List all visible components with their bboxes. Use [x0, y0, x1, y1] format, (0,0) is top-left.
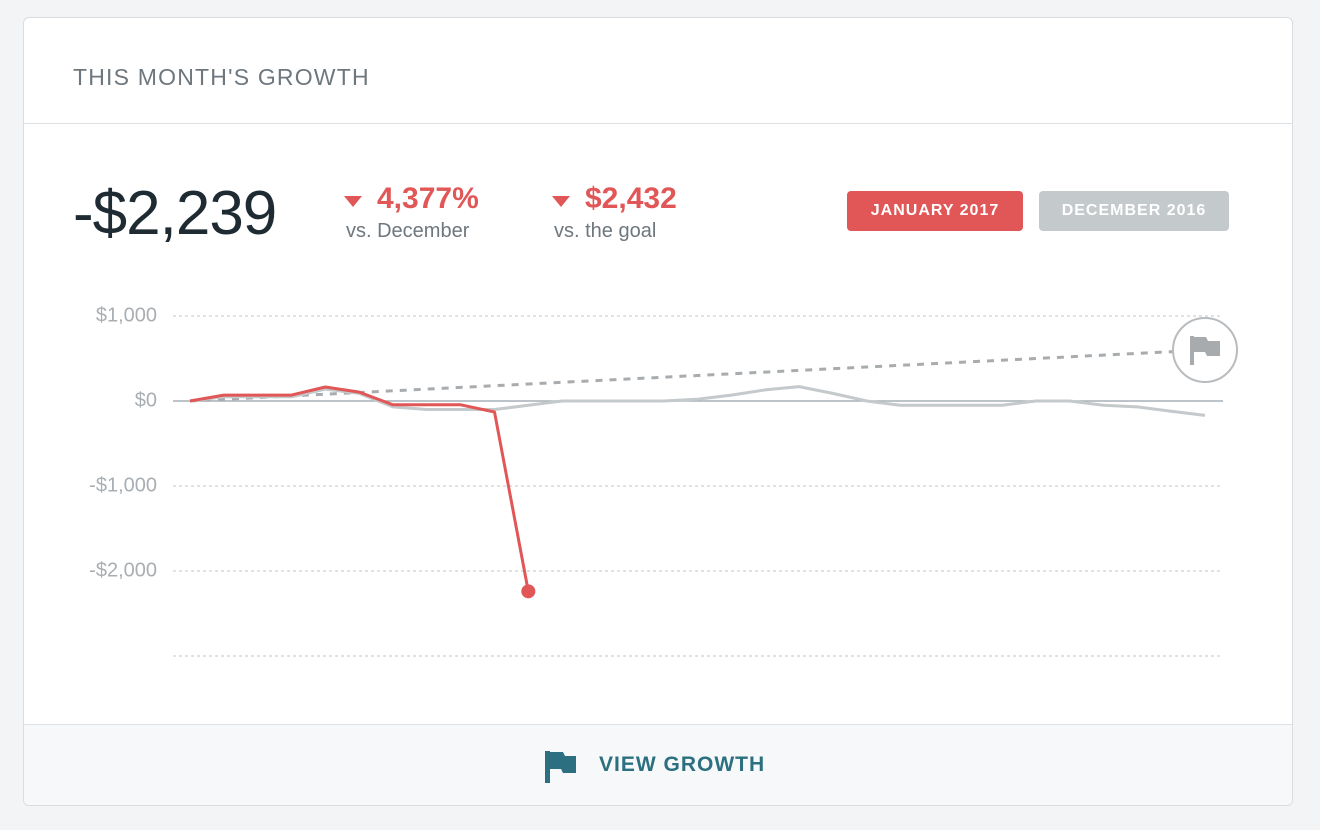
card-title: THIS MONTH'S GROWTH — [73, 64, 370, 90]
stat-label: vs. December — [346, 220, 470, 242]
flag-icon — [545, 751, 576, 783]
stat-value: 4,377% — [377, 182, 479, 215]
card-header: THIS MONTH'S GROWTH — [24, 18, 1292, 124]
stat-value: $2,432 — [585, 182, 677, 215]
stat-label: vs. the goal — [554, 220, 657, 242]
legend-button[interactable]: DECEMBER 2016 — [1039, 191, 1229, 231]
down-arrow — [552, 196, 570, 207]
down-arrow — [344, 196, 362, 207]
legend-button[interactable]: JANUARY 2017 — [847, 191, 1023, 231]
view-growth-link[interactable]: VIEW GROWTH — [599, 753, 766, 776]
growth-card: THIS MONTH'S GROWTH -$2,239 4,377% vs. D… — [23, 17, 1293, 806]
card-footer: VIEW GROWTH — [24, 724, 1292, 805]
growth-value: -$2,239 — [73, 179, 277, 248]
